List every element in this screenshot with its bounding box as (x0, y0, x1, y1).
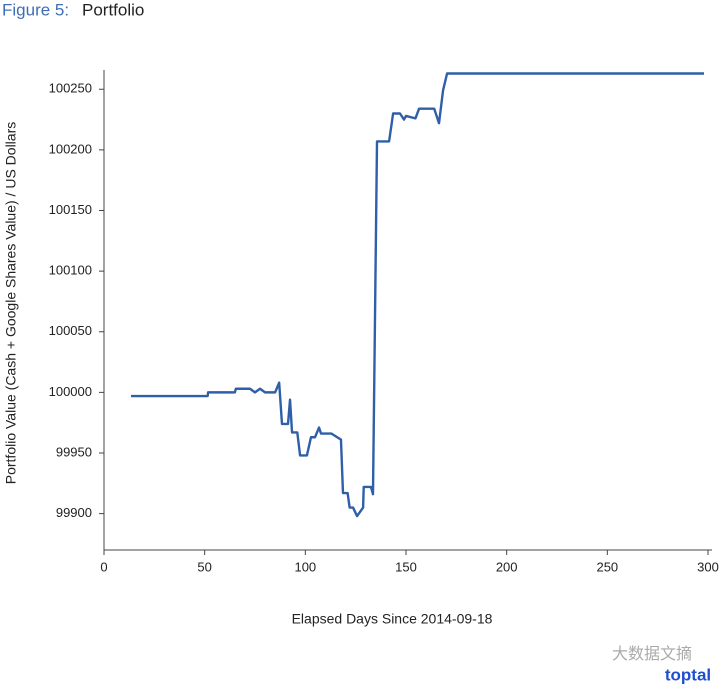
x-tick-label: 250 (596, 559, 618, 574)
y-tick-label: 100100 (49, 263, 92, 278)
y-tick-label: 99950 (56, 444, 92, 459)
x-tick-label: 50 (197, 559, 211, 574)
y-tick-label: 99900 (56, 505, 92, 520)
x-tick-label: 0 (100, 559, 107, 574)
y-tick-label: 100050 (49, 323, 92, 338)
x-axis-title: Elapsed Days Since 2014-09-18 (292, 611, 493, 627)
x-tick-label: 300 (697, 559, 719, 574)
y-tick-label: 100200 (49, 141, 92, 156)
y-tick-label: 100250 (49, 81, 92, 96)
figure-label: Figure 5: (2, 0, 69, 19)
y-axis-title: Portfolio Value (Cash + Google Shares Va… (3, 122, 19, 485)
logo: toptal (665, 665, 711, 684)
x-tick-label: 100 (294, 559, 316, 574)
x-tick-label: 200 (496, 559, 518, 574)
y-tick-label: 100000 (49, 384, 92, 399)
data-line (130, 72, 704, 518)
y-tick-label: 100150 (49, 202, 92, 217)
x-tick-label: 150 (395, 559, 417, 574)
watermark: 大数据文摘 (612, 645, 692, 663)
chart-title: Portfolio (82, 0, 144, 19)
